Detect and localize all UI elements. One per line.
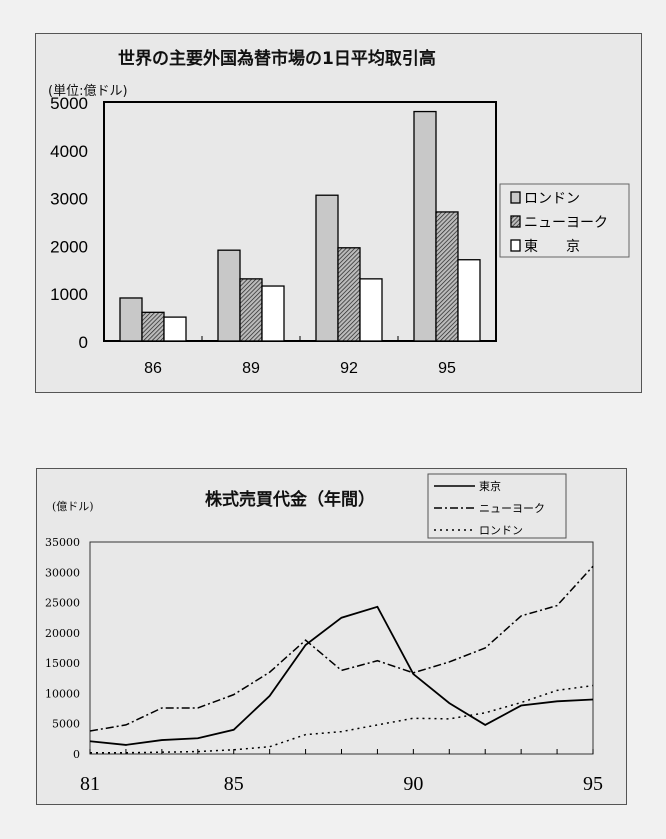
legend-label: ロンドン (479, 524, 523, 537)
legend-label: ロンドン (524, 191, 580, 207)
bar-1 (337, 247, 361, 342)
line-chart-unit: (億ドル) (52, 500, 94, 513)
y-tick-label: 20000 (45, 627, 80, 640)
y-tick-label: 1000 (50, 285, 88, 304)
y-tick-label: 25000 (45, 597, 80, 610)
legend-swatch (510, 239, 521, 252)
bar-0 (413, 110, 437, 342)
y-tick-label: 2000 (50, 237, 88, 256)
legend-label: 東京 (479, 479, 501, 493)
y-tick-label: 0 (79, 333, 88, 352)
bar-2 (163, 316, 187, 342)
bar-0 (315, 194, 339, 342)
y-tick-label: 5000 (50, 94, 88, 113)
legend-swatch (510, 215, 521, 228)
line-chart-title: 株式売買代金（年間） (205, 490, 375, 510)
legend-swatch (510, 191, 521, 204)
x-tick-label: 90 (403, 773, 423, 795)
bar-2 (359, 278, 383, 342)
x-tick-label: 92 (340, 360, 358, 377)
bar-1 (435, 211, 459, 342)
bar-chart-unit: (単位:億ドル) (48, 84, 128, 99)
line-legend (427, 473, 567, 539)
y-tick-label: 5000 (52, 718, 80, 731)
y-tick-label: 15000 (45, 657, 80, 670)
y-tick-label: 10000 (45, 687, 80, 700)
legend-label: 東 京 (524, 239, 580, 255)
line-series-2 (90, 684, 594, 754)
x-tick-label: 89 (242, 360, 260, 377)
bar-chart-title: 世界の主要外国為替市場の1日平均取引高 (118, 49, 436, 69)
bar-2 (261, 285, 285, 342)
bar-1 (239, 278, 263, 342)
y-tick-label: 30000 (45, 566, 80, 579)
bar-0 (217, 249, 241, 342)
x-tick-label: 81 (80, 773, 100, 795)
y-tick-label: 4000 (50, 142, 88, 161)
x-tick-label: 95 (583, 773, 603, 795)
y-tick-label: 35000 (45, 536, 80, 549)
bar-legend (499, 183, 630, 258)
bar-1 (141, 311, 165, 342)
line-plot-area (89, 541, 594, 755)
bar-0 (119, 297, 143, 342)
x-tick-label: 86 (144, 360, 162, 377)
line-series-0 (89, 605, 594, 746)
y-tick-label: 3000 (50, 190, 88, 209)
x-tick-label: 85 (224, 773, 244, 795)
legend-label: ニューヨーク (479, 502, 545, 515)
legend-label: ニューヨーク (524, 215, 608, 231)
y-tick-label: 0 (73, 748, 80, 761)
bar-2 (457, 259, 481, 342)
line-series-1 (89, 565, 594, 732)
x-tick-label: 95 (438, 360, 456, 377)
